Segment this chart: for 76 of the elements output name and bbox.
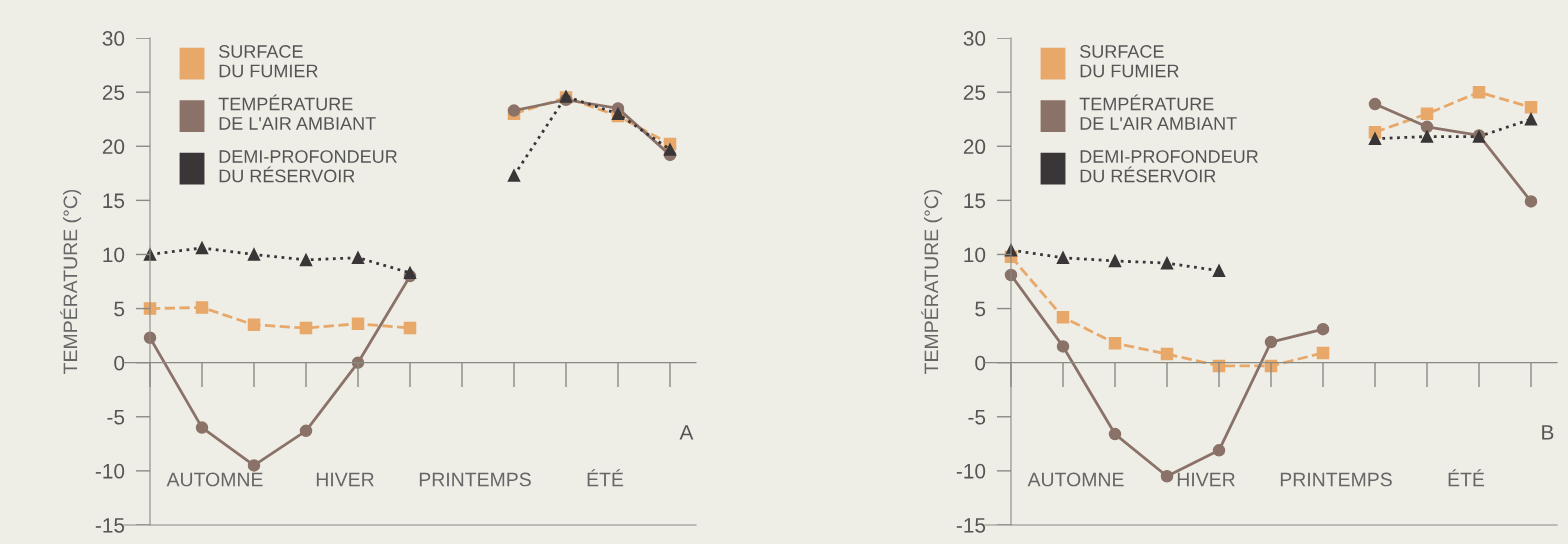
point [1056,340,1070,353]
y-tick-label: 20 [963,139,986,155]
point [195,421,209,434]
point [1316,346,1330,360]
point [351,317,365,330]
y-tick-label: 30 [102,31,125,46]
point [1056,251,1070,264]
point [247,248,261,261]
y-tick-label: -5 [968,409,986,425]
point [1368,132,1382,145]
y-tick-label: 10 [964,247,986,263]
y-tick-label: -10 [95,463,125,479]
annotation: AUTOMNE [166,472,263,487]
y-tick-label: 10 [103,247,125,263]
point [247,459,261,472]
y-tick-label: 20 [102,139,125,155]
legend-label: DEMI-PROFONDEUR DU RÉSERVOIR [1080,150,1258,183]
point [1212,264,1226,277]
annotation: B [1542,425,1554,440]
point [299,424,313,438]
y-tick-label: 15 [103,193,125,209]
annotation: ÉTÉ [587,469,624,487]
y-tick-label: -5 [107,409,125,425]
annotation: ÉTÉ [1448,469,1485,487]
y-axis-title: TEMPÉRATURE (°C) [921,189,943,374]
point [1212,444,1226,457]
point [1160,470,1174,483]
point [351,251,365,264]
point [507,169,521,182]
legend-label: TEMPÉRATURE DE L'AIR AMBIANT [1079,94,1237,130]
y-tick-label: -10 [956,463,986,479]
point [1368,97,1382,111]
y-tick-label: -15 [956,518,986,533]
point [1264,335,1278,349]
point [1316,322,1330,336]
annotation: A [679,425,694,440]
point [1056,310,1070,324]
point [1160,347,1174,361]
point [195,241,209,255]
annotation: PRINTEMPS [419,472,531,487]
y-tick-label: -15 [95,518,125,533]
point [1420,107,1434,121]
y-tick-label: 5 [975,301,986,317]
y-tick-label: 0 [975,355,986,371]
point [247,318,261,332]
annotation: PRINTEMPS [1280,472,1392,487]
legend-label: TEMPÉRATURE DE L'AIR AMBIANT [218,94,376,130]
point [507,104,521,117]
point [299,321,313,335]
point [1524,195,1538,208]
point [1108,336,1122,350]
point [299,253,313,267]
point [1420,120,1434,134]
point [1472,85,1486,99]
y-tick-label: 30 [963,31,986,46]
legend-label: SURFACE DU FUMIER [219,45,318,78]
point [1524,112,1538,126]
point [1160,256,1174,270]
point [1524,101,1538,114]
legend-label: SURFACE DU FUMIER [1080,45,1179,78]
point [403,321,417,335]
annotation: HIVER [316,472,374,487]
y-axis-title: TEMPÉRATURE (°C) [60,189,82,374]
legend-label: DEMI-PROFONDEUR DU RÉSERVOIR [219,150,397,183]
point [195,301,209,314]
y-tick-label: 0 [114,355,125,371]
point [1108,254,1122,268]
annotation: HIVER [1177,472,1235,487]
y-tick-label: 25 [963,85,986,100]
point [1108,427,1122,441]
y-tick-label: 25 [102,85,125,100]
point [663,143,677,156]
y-tick-label: 15 [964,193,986,209]
point [1420,130,1434,143]
annotation: AUTOMNE [1027,472,1124,487]
y-tick-label: 5 [114,301,125,317]
